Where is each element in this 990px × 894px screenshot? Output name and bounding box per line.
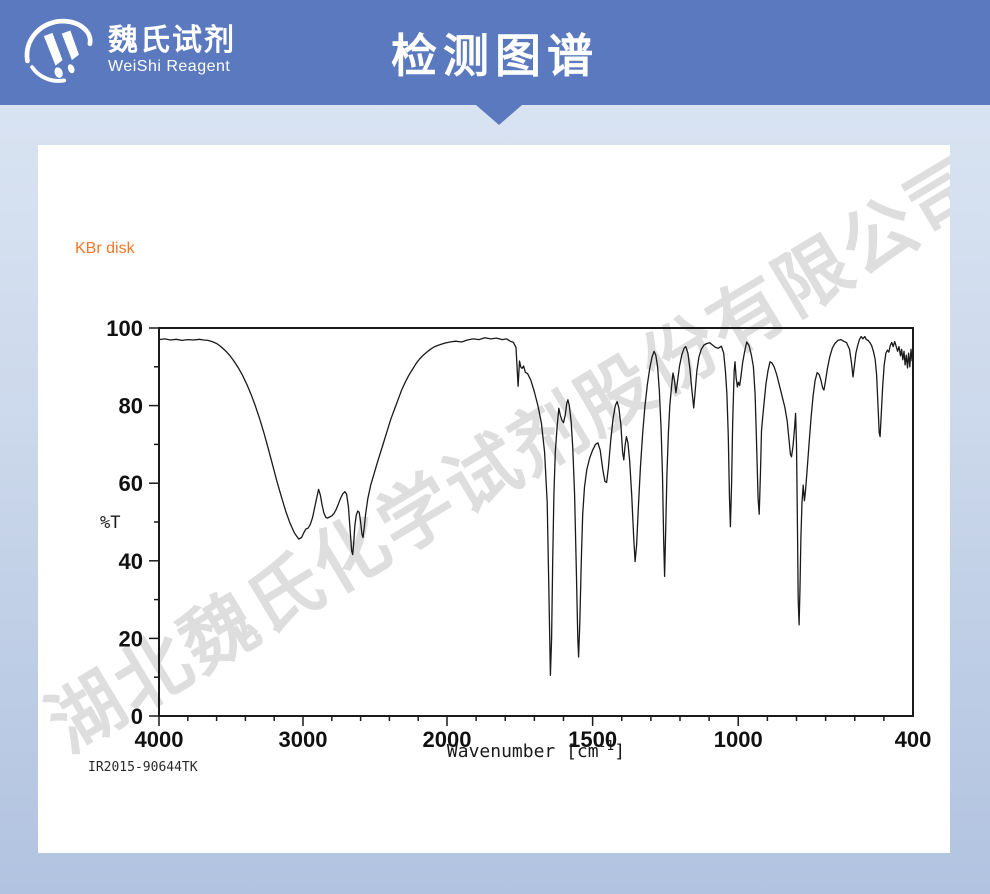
y-tick-label: 0 bbox=[131, 704, 143, 729]
x-tick-label: 3000 bbox=[279, 727, 328, 752]
x-tick-label: 1000 bbox=[714, 727, 763, 752]
report-id-label: IR2015-90644TK bbox=[88, 760, 198, 775]
brand-logo: 魏氏试剂 WeiShi Reagent bbox=[22, 10, 236, 90]
x-axis-title: Wavenumber [cm-1] bbox=[447, 739, 625, 762]
y-tick-label: 20 bbox=[119, 626, 143, 651]
x-tick-label: 2000 bbox=[423, 727, 472, 752]
y-tick-label: 100 bbox=[106, 316, 143, 341]
spectrum-curve bbox=[158, 335, 914, 676]
y-tick-label: 40 bbox=[119, 549, 143, 574]
brand-name-en: WeiShi Reagent bbox=[108, 57, 231, 75]
y-tick-label: 80 bbox=[119, 394, 143, 419]
x-tick-label: 1500 bbox=[568, 727, 617, 752]
y-axis-title: %T bbox=[100, 513, 120, 533]
plot-border bbox=[158, 327, 914, 717]
x-tick-label: 4000 bbox=[135, 727, 184, 752]
y-tick-label: 60 bbox=[119, 471, 143, 496]
report-card: 湖北魏氏化学试剂股份有限公司 KBr disk 4000 3000 2000 1500… bbox=[38, 145, 950, 853]
weishi-logo-icon bbox=[24, 18, 93, 83]
page-title: 检测图谱 bbox=[391, 29, 599, 82]
header-notch-icon bbox=[476, 105, 522, 125]
header: 魏氏试剂 WeiShi Reagent 检测图谱 bbox=[0, 0, 990, 105]
axis-ticks bbox=[149, 327, 885, 726]
brand-text: 魏氏试剂 WeiShi Reagent bbox=[108, 24, 236, 76]
brand-name-cn: 魏氏试剂 bbox=[108, 23, 236, 57]
x-tick-label: 400 bbox=[895, 727, 932, 752]
sample-prep-label: KBr disk bbox=[75, 240, 135, 257]
